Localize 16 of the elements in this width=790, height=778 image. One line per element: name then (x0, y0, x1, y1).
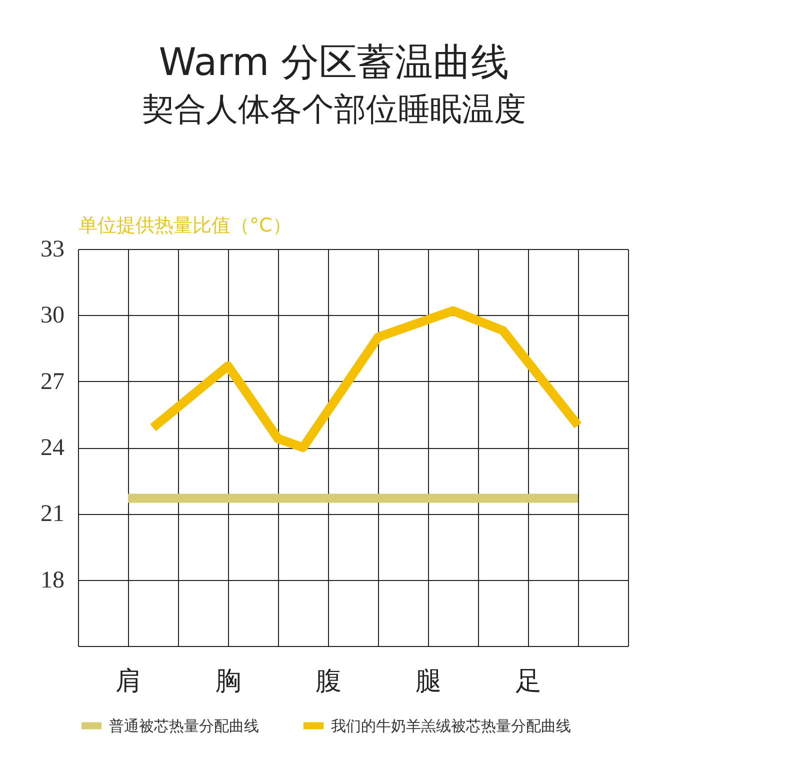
y-tick-label: 33 (40, 236, 64, 262)
y-tick-label: 21 (40, 501, 64, 528)
y-axis-title: 单位提供热量比值（°C） (78, 214, 292, 236)
y-tick-label: 30 (40, 302, 64, 329)
chart-title: Warm 分区蓄温曲线 (158, 40, 510, 84)
y-tick-label: 27 (40, 368, 64, 395)
x-tick-label: 腹 (316, 666, 342, 696)
y-tick-label: 24 (40, 435, 64, 461)
chart-subtitle: 契合人体各个部位睡眠温度 (142, 90, 526, 128)
legend-label: 我们的牛奶羊羔绒被芯热量分配曲线 (331, 716, 571, 735)
legend-label: 普通被芯热量分配曲线 (109, 716, 259, 735)
x-tick-label: 足 (516, 666, 542, 696)
y-tick-label: 18 (40, 567, 64, 594)
x-tick-label: 肩 (116, 666, 142, 696)
x-tick-label: 腿 (416, 666, 442, 696)
x-tick-label: 胸 (216, 666, 242, 696)
